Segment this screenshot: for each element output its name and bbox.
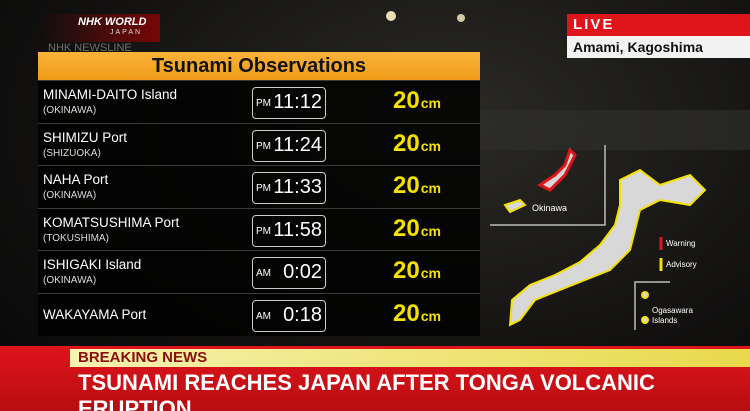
time: 0:18 <box>283 304 322 326</box>
height: 20cm <box>393 257 441 285</box>
table-title: Tsunami Observations <box>38 52 480 80</box>
observation-row: WAKAYAMA Port AM 0:18 20cm <box>38 293 480 336</box>
height-unit: cm <box>420 308 441 324</box>
logo-bar <box>40 14 160 42</box>
time: 11:33 <box>273 176 322 199</box>
time-box: PM 11:58 <box>252 214 326 247</box>
prefecture: (OKINAWA) <box>43 275 97 287</box>
legend-warning: Warning <box>666 239 696 248</box>
prefecture: (TOKUSHIMA) <box>43 232 109 244</box>
height-value: 20 <box>393 257 420 285</box>
place-name: KOMATSUSHIMA Port <box>43 214 180 230</box>
height: 20cm <box>393 300 441 328</box>
time-box: AM 0:18 <box>252 300 326 332</box>
program-name: NHK NEWSLINE <box>48 42 132 54</box>
time-box: PM 11:33 <box>252 172 326 205</box>
height: 20cm <box>393 130 441 158</box>
observation-row: SHIMIZU Port (SHIZUOKA) PM 11:24 20cm <box>38 122 480 166</box>
logo-sub: JAPAN <box>110 29 143 36</box>
time: 11:12 <box>273 91 322 113</box>
time: 11:58 <box>273 218 322 241</box>
time-box: AM 0:02 <box>252 257 326 290</box>
height-unit: cm <box>420 265 441 282</box>
period: AM <box>256 311 271 322</box>
time-box: PM 11:24 <box>252 129 326 162</box>
height-value: 20 <box>393 172 420 200</box>
time-box: PM 11:12 <box>252 87 326 119</box>
observation-row: MINAMI-DAITO Island (OKINAWA) PM 11:12 20cm <box>38 80 480 123</box>
observation-row: KOMATSUSHIMA Port (TOKUSHIMA) PM 11:58 20cm <box>38 207 480 251</box>
place-name: WAKAYAMA Port <box>43 307 147 322</box>
islands-label: Islands <box>652 316 677 325</box>
height-unit: cm <box>420 222 441 239</box>
period: AM <box>256 268 271 280</box>
place-name: MINAMI-DAITO Island <box>43 87 178 102</box>
logo-brand: NHK WORLD <box>78 16 147 28</box>
period: PM <box>256 98 271 109</box>
headline: TSUNAMI REACHES JAPAN AFTER TONGA VOLCAN… <box>78 370 655 411</box>
period: PM <box>256 183 271 195</box>
height-value: 20 <box>393 300 420 327</box>
height: 20cm <box>393 172 441 200</box>
prefecture: (OKINAWA) <box>43 105 97 116</box>
location: Amami, Kagoshima <box>567 36 750 58</box>
place-name: SHIMIZU Port <box>43 129 128 145</box>
inset-label: Okinawa <box>532 203 567 213</box>
place-name: NAHA Port <box>43 172 109 188</box>
height-value: 20 <box>393 87 420 114</box>
height-unit: cm <box>420 95 441 111</box>
height-unit: cm <box>420 137 441 154</box>
observation-row: NAHA Port (OKINAWA) PM 11:33 20cm <box>38 165 480 208</box>
legend-advisory: Advisory <box>666 260 697 269</box>
height-value: 20 <box>393 214 420 242</box>
islands-label: Ogasawara <box>652 306 693 315</box>
observation-row: ISHIGAKI Island (OKINAWA) AM 0:02 20cm <box>38 250 480 293</box>
live-badge: LIVE <box>567 14 750 36</box>
period: PM <box>256 225 271 237</box>
height: 20cm <box>393 215 441 243</box>
prefecture: (OKINAWA) <box>43 190 97 202</box>
height-unit: cm <box>420 180 441 197</box>
japan-map: Okinawa Warning Advisory Ogasawara Islan… <box>490 145 707 330</box>
place-name: ISHIGAKI Island <box>43 257 142 273</box>
ticker-label: BREAKING NEWS <box>70 349 750 367</box>
time: 11:24 <box>273 133 322 156</box>
time: 0:02 <box>283 261 322 284</box>
height-value: 20 <box>393 129 420 157</box>
period: PM <box>256 140 271 152</box>
height: 20cm <box>393 87 441 115</box>
prefecture: (SHIZUOKA) <box>43 147 101 159</box>
